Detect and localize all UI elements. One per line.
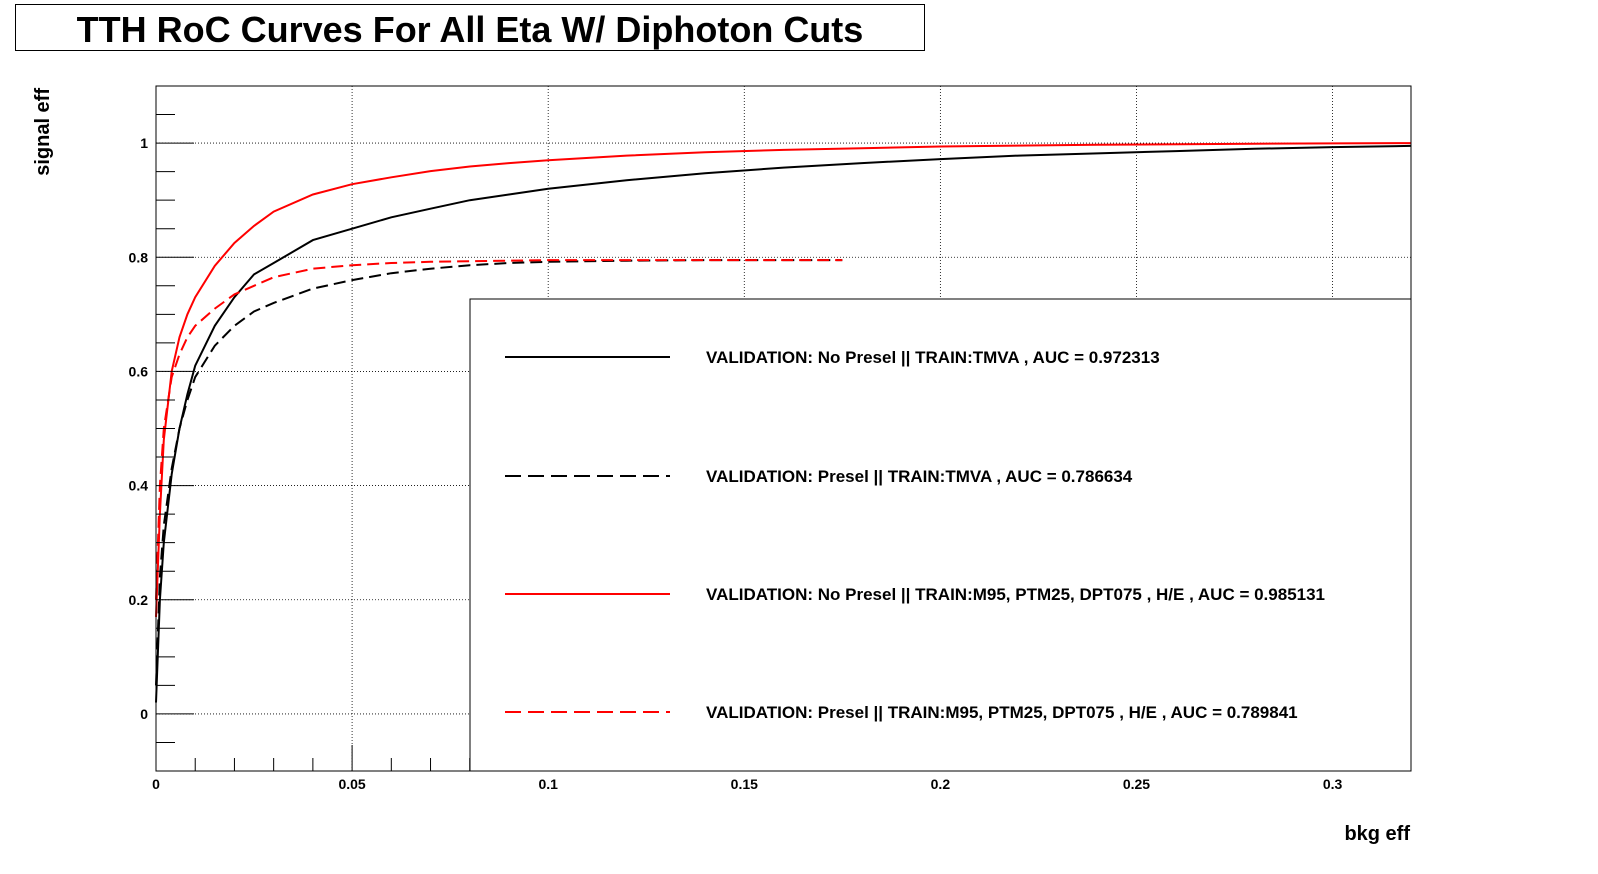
x-tick-label: 0.1 <box>538 776 558 792</box>
x-tick-label: 0.05 <box>338 776 365 792</box>
y-tick-label: 0 <box>140 706 148 722</box>
series-line-1 <box>155 144 1412 703</box>
x-tick-label: 0.25 <box>1123 776 1150 792</box>
legend-label-4: VALIDATION: Presel || TRAIN:M95, PTM25, … <box>706 703 1298 722</box>
legend-label-2: VALIDATION: Presel || TRAIN:TMVA , AUC =… <box>706 467 1133 486</box>
y-tick-label: 0.2 <box>129 592 149 608</box>
legend: VALIDATION: No Presel || TRAIN:TMVA , AU… <box>469 298 1412 772</box>
series-line-2 <box>155 259 843 686</box>
axis-layer: 0 0.05 0.1 0.15 0.2 0.25 0.3 0 0.2 0.4 0.6 0.8 1 <box>129 85 1412 792</box>
chart-title-box: TTH RoC Curves For All Eta W/ Diphoton C… <box>15 4 925 51</box>
chart-title: TTH RoC Curves For All Eta W/ Diphoton C… <box>76 9 864 50</box>
legend-label-3: VALIDATION: No Presel || TRAIN:M95, PTM2… <box>706 585 1325 604</box>
legend-box <box>469 298 1412 772</box>
x-axis-label: bkg eff <box>1344 823 1410 845</box>
y-tick-label: 1 <box>140 135 148 151</box>
legend-label-1: VALIDATION: No Presel || TRAIN:TMVA , AU… <box>706 348 1160 367</box>
y-tick-label: 0.4 <box>129 478 149 494</box>
series-line-3 <box>155 142 1412 617</box>
x-tick-label: 0.2 <box>931 776 951 792</box>
x-tick-label: 0.15 <box>731 776 758 792</box>
y-tick-label: 0.8 <box>129 249 149 265</box>
y-tick-label: 0.6 <box>129 363 149 379</box>
series-line-4 <box>155 259 843 600</box>
x-tick-label: 0.3 <box>1323 776 1343 792</box>
x-tick-label: 0 <box>152 776 160 792</box>
series-layer <box>155 142 1412 703</box>
y-axis-label: signal eff <box>32 88 54 176</box>
